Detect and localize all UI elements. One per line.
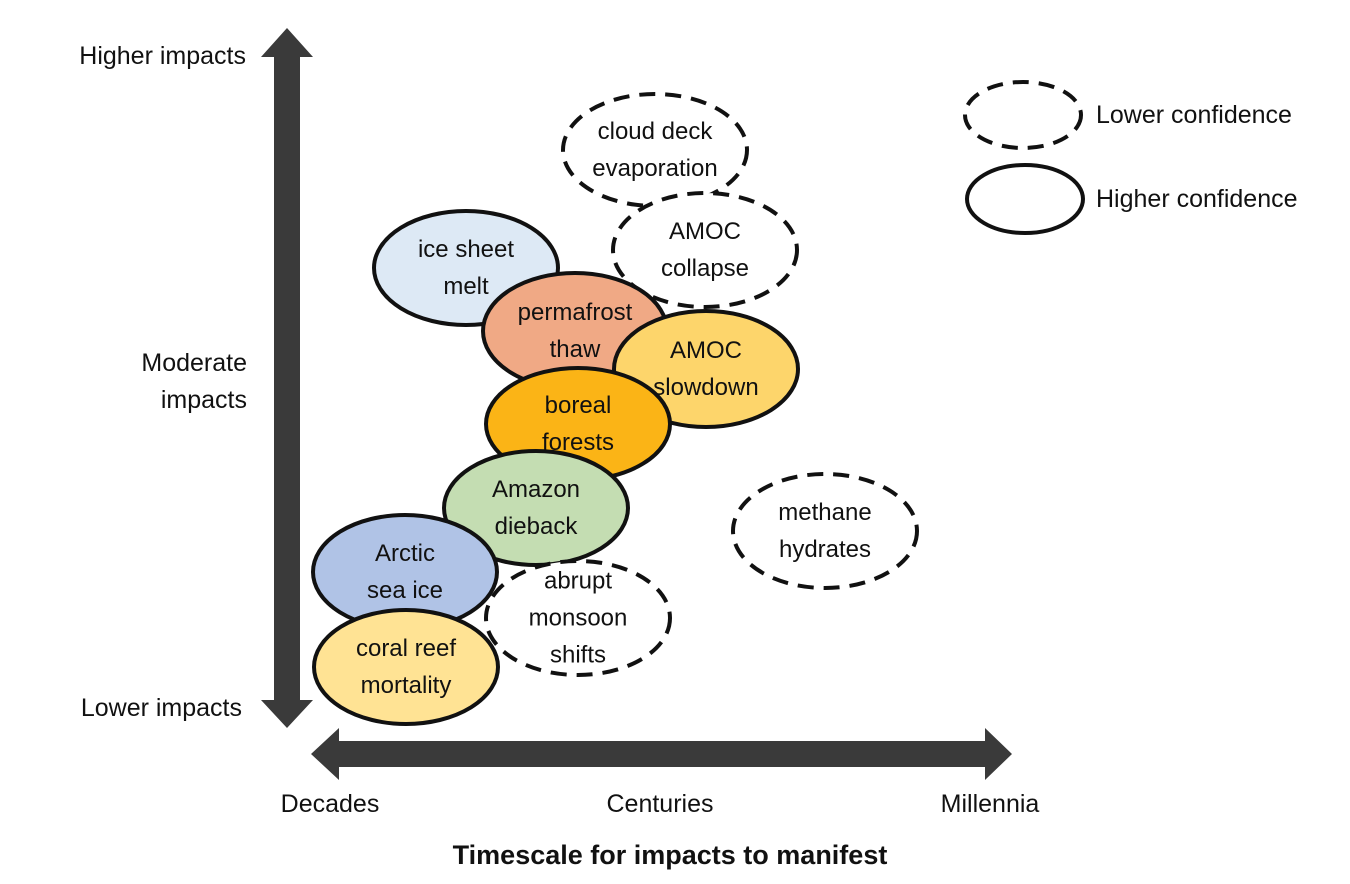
methane-hydrates-element: methane hydrates [731,472,919,590]
coral-reef-mortality-element: coral reef mortality [312,608,500,726]
coral-reef-mortality-ellipse [312,608,500,726]
arctic-sea-ice-element: Arctic sea ice [311,513,499,631]
y-axis-bottom-label: Lower impacts [80,694,242,722]
amoc-slowdown-label-line1: AMOC [670,337,742,364]
legend-higher-confidence-label: Higher confidence [1096,185,1298,213]
amoc-collapse-label-line2: collapse [661,255,749,282]
y-axis-middle-label-line2: impacts [160,386,247,414]
coral-reef-mortality-label-line2: mortality [361,672,452,699]
x-axis-title: Timescale for impacts to manifest [452,840,888,870]
permafrost-thaw-label-line1: permafrost [518,299,633,326]
y-axis-top-label: Higher impacts [79,42,246,70]
cloud-deck-evaporation-label-line1: cloud deck [598,118,714,145]
abrupt-monsoon-shifts-ellipse [484,559,672,677]
amoc-slowdown-label-line2: slowdown [653,374,758,401]
legend-lower-confidence-symbol [963,80,1083,150]
cloud-deck-evaporation-label-line2: evaporation [592,155,717,182]
legend-higher-confidence-symbol [965,163,1085,235]
y-axis-middle-label: Moderate impacts [141,345,247,419]
ice-sheet-melt-label-line1: ice sheet [418,236,514,263]
permafrost-thaw-label-line2: thaw [550,336,601,363]
amazon-dieback-ellipse [442,449,630,567]
legend-lower-confidence-label: Lower confidence [1096,101,1292,129]
amoc-collapse-element: AMOC collapse [611,191,799,309]
x-tick-millennia: Millennia [940,790,1040,818]
timescale-axis-arrow [311,728,1012,780]
x-tick-decades: Decades [280,790,380,818]
abrupt-monsoon-shifts-label-line3: shifts [550,642,606,669]
x-tick-centuries: Centuries [606,790,714,818]
arctic-sea-ice-label-line1: Arctic [375,540,435,567]
cloud-deck-evaporation-element: cloud deck evaporation [561,92,749,208]
tipping-elements: cloud deck evaporation AMOC collapse ice she… [311,92,919,726]
methane-hydrates-label-line1: methane [778,499,871,526]
amazon-dieback-label-line2: dieback [495,513,579,540]
amazon-dieback-label-line1: Amazon [492,476,580,503]
amoc-collapse-label-line1: AMOC [669,218,741,245]
arctic-sea-ice-label-line2: sea ice [367,577,443,604]
abrupt-monsoon-shifts-label-line2: monsoon [529,605,628,632]
impacts-axis-arrow [261,28,313,728]
amazon-dieback-element: Amazon dieback [442,449,630,567]
methane-hydrates-ellipse [731,472,919,590]
coral-reef-mortality-label-line1: coral reef [356,635,456,662]
cloud-deck-evaporation-ellipse [561,92,749,208]
amoc-collapse-ellipse [611,191,799,309]
ice-sheet-melt-label-line2: melt [443,273,489,300]
boreal-forests-label-line1: boreal [545,392,612,419]
abrupt-monsoon-shifts-element: abrupt monsoon shifts [484,559,672,677]
methane-hydrates-label-line2: hydrates [779,536,871,563]
y-axis-middle-label-line1: Moderate [141,349,247,377]
abrupt-monsoon-shifts-label-line1: abrupt [544,568,612,595]
